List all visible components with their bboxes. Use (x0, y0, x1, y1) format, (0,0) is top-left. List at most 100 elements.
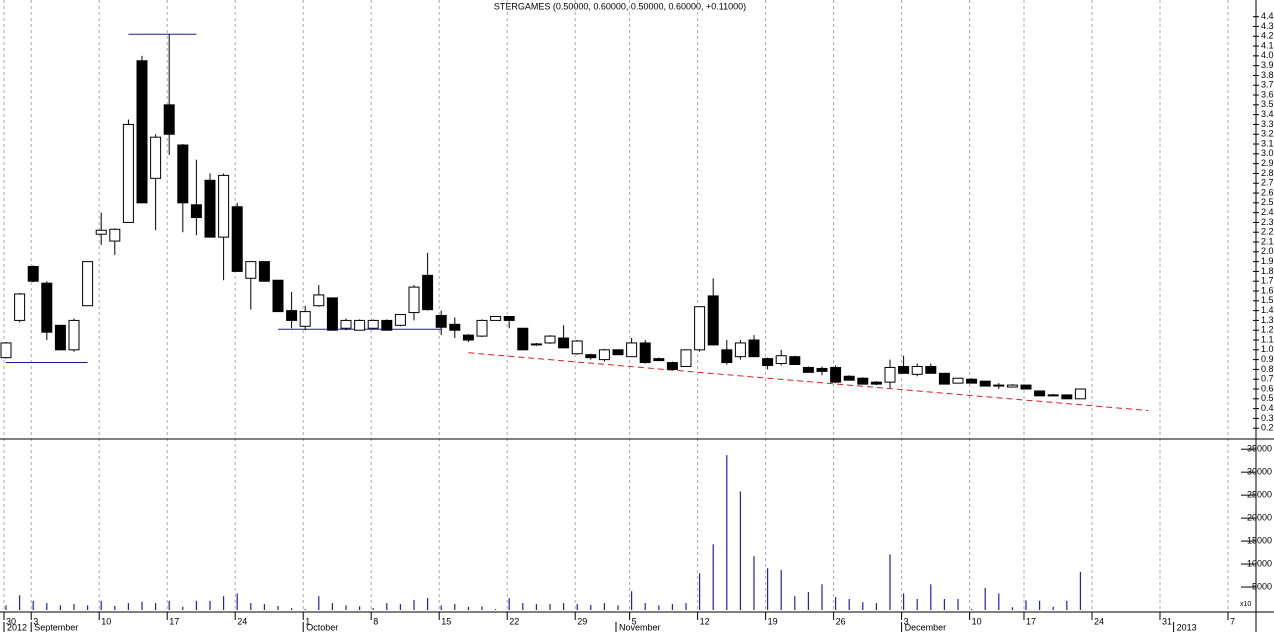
y-tick-label: 3.4 (1261, 109, 1274, 119)
candle-body (245, 261, 257, 279)
candle-body (503, 315, 515, 321)
y-tick-label: 4.4 (1261, 11, 1274, 21)
candle-body (979, 380, 991, 387)
candle-body (394, 314, 406, 326)
month-label: 2013 (1177, 622, 1197, 632)
candle-body (585, 354, 597, 359)
candle-body (993, 384, 1005, 387)
x-tick-label: 12 (700, 616, 710, 626)
y-tick-label: 2.0 (1261, 246, 1274, 256)
candle-body (313, 294, 325, 307)
candle-body (857, 377, 869, 385)
candle-body (775, 355, 787, 365)
x-tick-label: 29 (577, 616, 587, 626)
candle-body (490, 315, 502, 321)
x-tick-label: 24 (1094, 616, 1104, 626)
candle-body (680, 349, 692, 367)
candle-body (422, 274, 434, 311)
y-tick-label: 0.9 (1261, 354, 1274, 364)
y-tick-label: 1.4 (1261, 305, 1274, 315)
y-tick-label: 35000 (1247, 444, 1272, 454)
y-tick-label: 1.9 (1261, 256, 1274, 266)
candle-body (530, 343, 542, 346)
month-label: December (905, 622, 947, 632)
candle-body (258, 261, 270, 282)
candle-body (462, 334, 474, 341)
y-tick-label: 4.3 (1261, 21, 1274, 31)
y-tick-label: 3.2 (1261, 129, 1274, 139)
candle-body (544, 335, 556, 344)
candle-body (748, 339, 760, 358)
y-tick-label: 4.2 (1261, 31, 1274, 41)
y-tick-label: 1.3 (1261, 315, 1274, 325)
candle-body (1006, 384, 1018, 388)
candle-body (612, 349, 624, 356)
candle-body (54, 324, 66, 351)
y-tick-label: 1.8 (1261, 266, 1274, 276)
candle-body (381, 319, 393, 331)
candle-body (707, 295, 719, 346)
y-tick-label: 0.2 (1261, 423, 1274, 433)
candle-body (1047, 394, 1059, 397)
y-tick-label: 2.5 (1261, 197, 1274, 207)
candle-body (95, 229, 107, 235)
candle-body (326, 297, 338, 331)
y-tick-label: 2.8 (1261, 168, 1274, 178)
x-tick-label: 19 (768, 616, 778, 626)
candle-body (68, 319, 80, 351)
x-tick-label: 26 (836, 616, 846, 626)
unit-label: x10 (1240, 601, 1251, 608)
candle-body (122, 123, 134, 223)
y-tick-label: 3.8 (1261, 70, 1274, 80)
candle-body (299, 311, 311, 327)
candle-body (966, 378, 978, 384)
candle-body (734, 342, 746, 358)
x-tick-label: 5 (632, 616, 637, 626)
candle-body (1034, 390, 1046, 397)
y-tick-label: 0.4 (1261, 403, 1274, 413)
candle-body (884, 366, 896, 383)
y-tick-label: 3.0 (1261, 148, 1274, 158)
candle-body (435, 315, 447, 328)
y-tick-label: 30000 (1247, 467, 1272, 477)
y-tick-label: 20000 (1247, 512, 1272, 522)
y-tick-label: 3.3 (1261, 119, 1274, 129)
y-tick-label: 2.6 (1261, 187, 1274, 197)
candle-body (177, 144, 189, 204)
y-tick-label: 2.4 (1261, 207, 1274, 217)
y-tick-label: 1.1 (1261, 334, 1274, 344)
candle-body (340, 319, 352, 329)
x-tick-label: 15 (441, 616, 451, 626)
y-tick-label: 2.1 (1261, 236, 1274, 246)
candle-body (762, 358, 774, 366)
candle-body (476, 319, 488, 337)
x-tick-label: 7 (1230, 616, 1235, 626)
candle-body (802, 366, 814, 373)
candle-body (1020, 384, 1032, 390)
y-tick-label: 1.2 (1261, 325, 1274, 335)
x-tick-label: 1 (305, 616, 310, 626)
y-tick-label: 3.6 (1261, 89, 1274, 99)
candle-body (789, 356, 801, 366)
candle-body (190, 204, 202, 219)
x-tick-label: 30 (6, 616, 16, 626)
candle-body (517, 327, 529, 351)
month-label: October (306, 622, 338, 632)
candle-body (354, 319, 366, 331)
y-tick-label: 2.7 (1261, 178, 1274, 188)
candle-body (109, 228, 121, 242)
candle-body (408, 286, 420, 314)
candle-body (694, 306, 706, 351)
month-label: November (619, 622, 661, 632)
y-tick-label: 5000 (1252, 581, 1272, 591)
y-tick-label: 0.3 (1261, 413, 1274, 423)
x-tick-label: 8 (373, 616, 378, 626)
candle-body (870, 381, 882, 385)
candle-body (1074, 388, 1086, 400)
candle-body (449, 323, 461, 331)
y-tick-label: 0.5 (1261, 393, 1274, 403)
x-tick-label: 3 (904, 616, 909, 626)
candle-body (911, 365, 923, 375)
candle-body (830, 366, 842, 383)
